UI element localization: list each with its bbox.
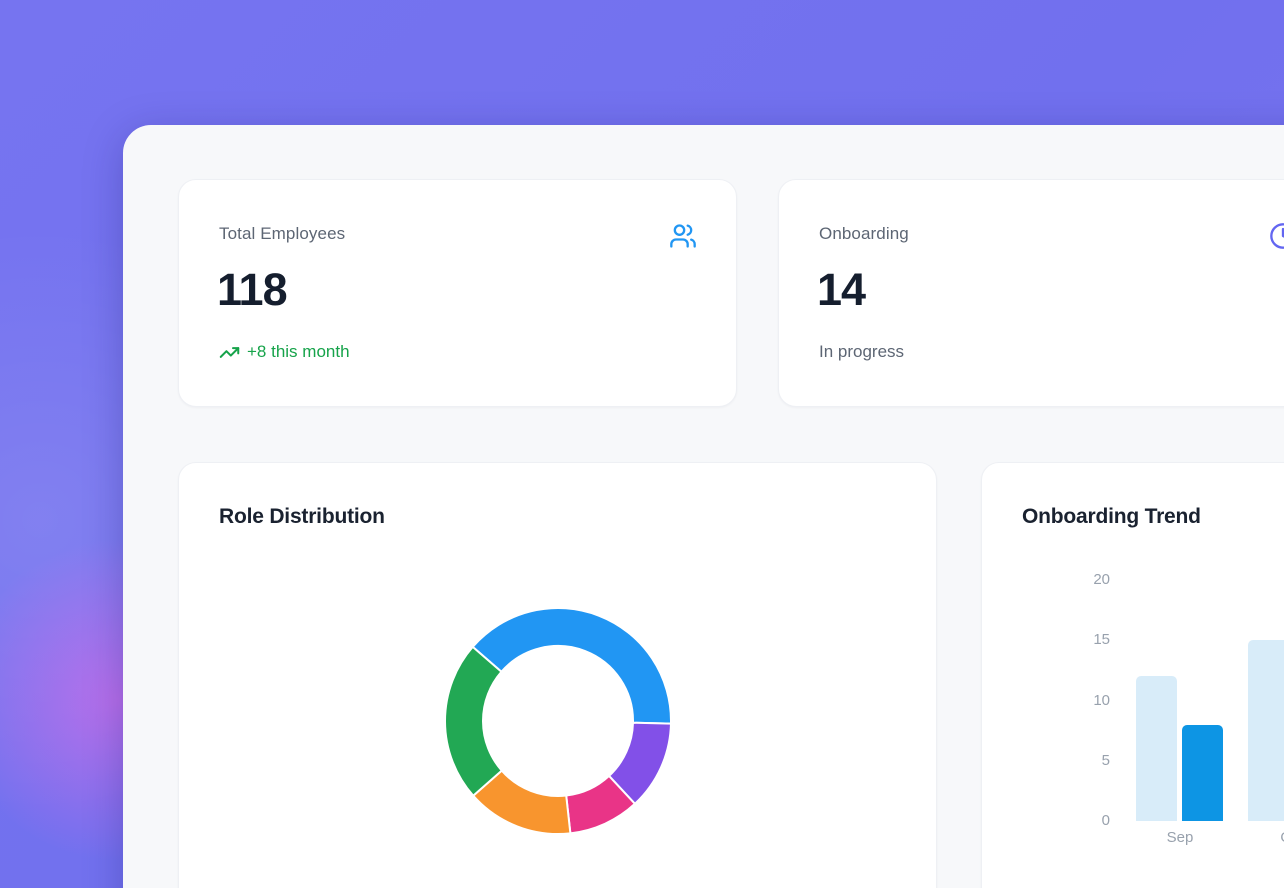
stat-card-total-employees: Total Employees 118 +8 this month (178, 179, 737, 407)
total-employees-label: Total Employees (219, 224, 346, 243)
onboarding-status-text: In progress (819, 342, 905, 361)
bar-sep-series-dark (1182, 724, 1223, 821)
stat-card-onboarding: Onboarding 14 In progress (778, 179, 1284, 407)
y-axis-tick-5: 5 (1101, 751, 1110, 769)
onboarding-value: 14 (817, 264, 866, 315)
users-icon (669, 222, 697, 250)
bar-oct-series-light (1248, 640, 1284, 821)
role-distribution-card: Role Distribution (178, 462, 937, 888)
y-axis-tick-10: 10 (1093, 691, 1110, 709)
donut-segment-blue (471, 607, 672, 725)
total-employees-delta-text: +8 this month (247, 342, 350, 361)
donut-segment-green (444, 645, 503, 797)
onboarding-label: Onboarding (819, 224, 909, 243)
onboarding-status: In progress (819, 340, 904, 364)
y-axis-tick-15: 15 (1093, 631, 1110, 649)
onboarding-trend-title: Onboarding Trend (1022, 505, 1201, 528)
trending-up-icon (219, 342, 240, 363)
role-distribution-title: Role Distribution (219, 505, 385, 528)
x-axis-label-sep: Sep (1166, 829, 1194, 846)
content-panel: Total Employees 118 +8 this month (123, 125, 1284, 888)
role-distribution-donut-chart (444, 607, 672, 835)
total-employees-value: 118 (217, 264, 288, 315)
y-axis-tick-20: 20 (1093, 571, 1110, 588)
clock-icon (1269, 222, 1284, 250)
onboarding-trend-card: Onboarding Trend 0 5 10 15 20 Sep Oct (981, 462, 1284, 888)
y-axis-tick-0: 0 (1101, 812, 1110, 829)
x-axis-label-oct: Oct (1252, 829, 1284, 846)
bar-sep-series-light (1136, 676, 1177, 821)
total-employees-delta: +8 this month (219, 340, 350, 364)
onboarding-trend-bar-chart: 0 5 10 15 20 Sep Oct (982, 463, 1284, 888)
